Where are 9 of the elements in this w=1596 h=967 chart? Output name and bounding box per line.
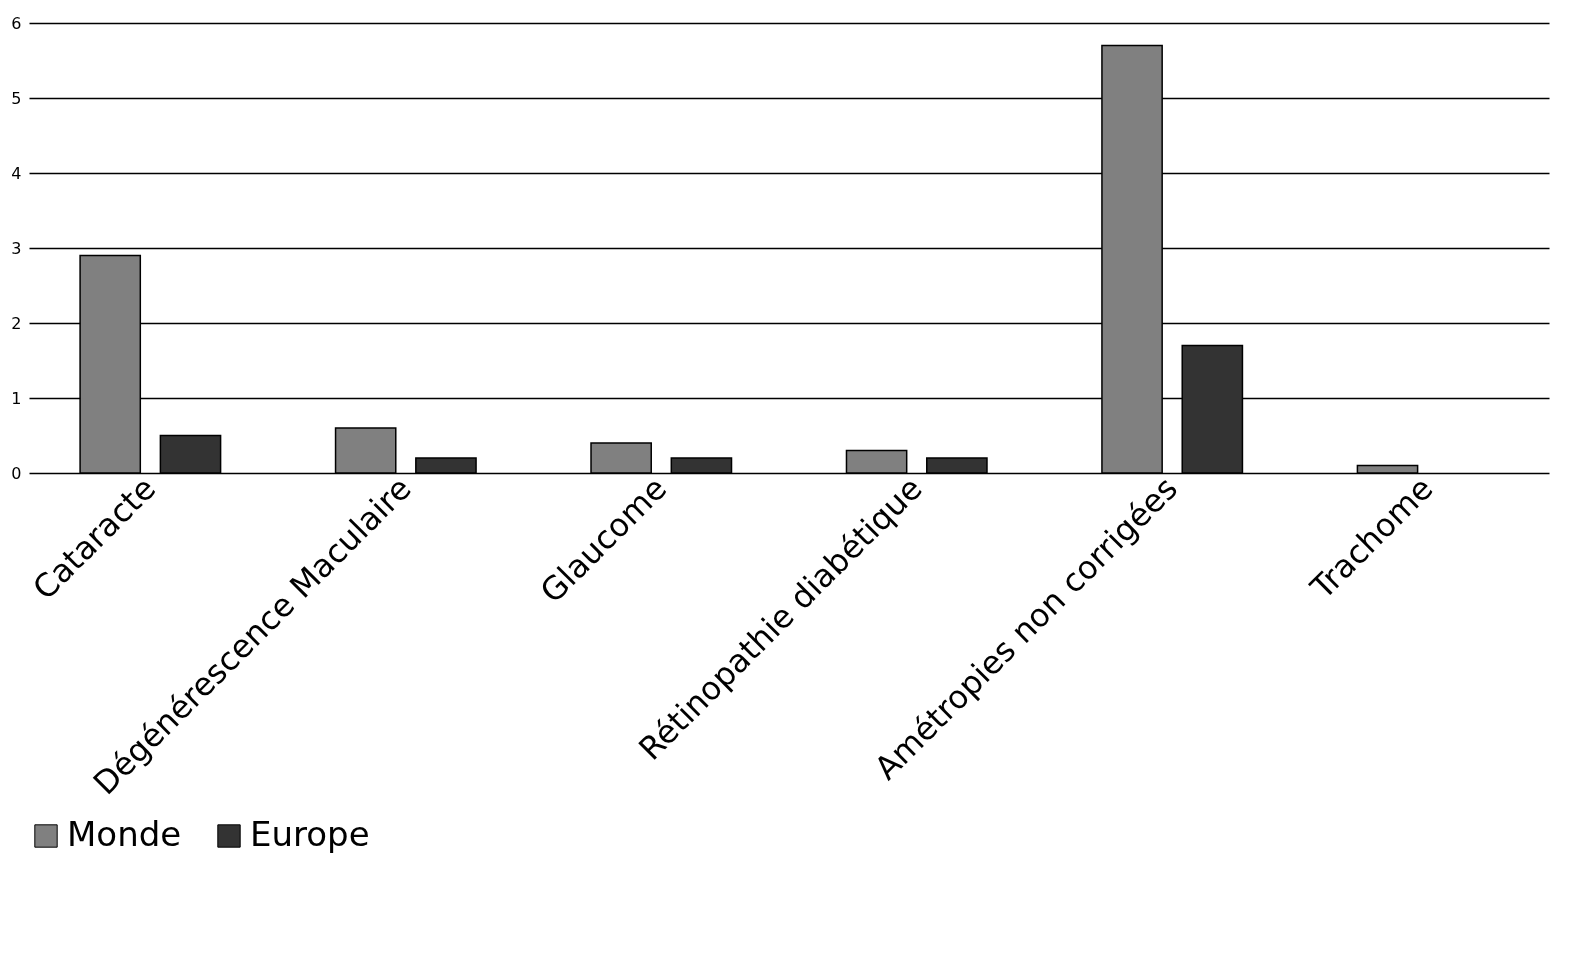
y-tick-label: 3 — [11, 238, 22, 258]
y-tick-label: 2 — [11, 313, 22, 333]
y-tick-label: 5 — [11, 88, 22, 108]
legend-label: Monde — [67, 814, 182, 854]
y-tick-label: 1 — [11, 388, 22, 408]
y-tick-label: 4 — [11, 163, 22, 183]
y-tick-label: 0 — [11, 463, 22, 483]
legend-label: Europe — [250, 814, 370, 854]
y-tick-label: 6 — [11, 13, 22, 33]
